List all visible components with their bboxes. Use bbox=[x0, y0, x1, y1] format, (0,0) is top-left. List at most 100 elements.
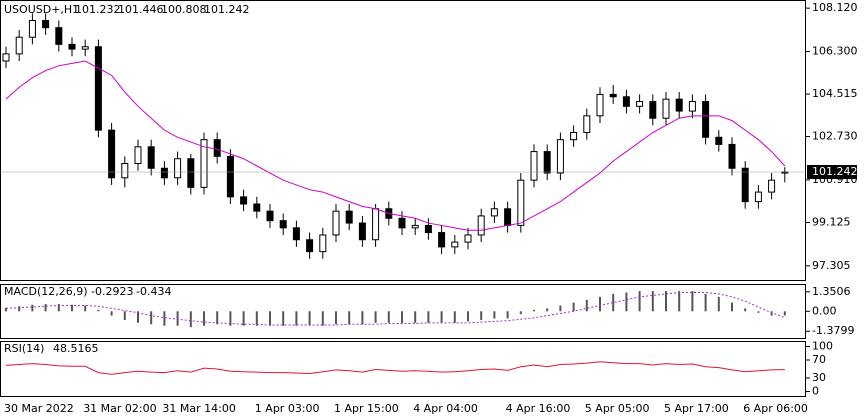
candle-body bbox=[81, 46, 89, 50]
candle-body bbox=[306, 239, 314, 253]
candle-body bbox=[662, 98, 670, 119]
x-tick-label: 6 Apr 06:00 bbox=[743, 402, 808, 415]
candle-body bbox=[213, 139, 221, 157]
x-tick-label: 4 Apr 16:00 bbox=[506, 402, 571, 415]
candle-body bbox=[424, 224, 432, 234]
x-tick-label: 1 Apr 15:00 bbox=[334, 402, 399, 415]
y-tick-label: 0.00 bbox=[812, 304, 837, 317]
moving-average bbox=[5, 60, 786, 231]
candle-body bbox=[728, 143, 736, 169]
y-tick-label: 106.300 bbox=[812, 45, 858, 58]
rsi-pane bbox=[0, 341, 806, 397]
x-tick-label: 5 Apr 05:00 bbox=[585, 402, 650, 415]
candle-body bbox=[622, 96, 630, 107]
candle-body bbox=[649, 101, 657, 119]
candle-body bbox=[292, 227, 300, 241]
candle-body bbox=[768, 179, 776, 193]
candle-body bbox=[570, 132, 578, 141]
candle-body bbox=[754, 191, 762, 203]
candle-body bbox=[253, 203, 261, 212]
candle-body bbox=[108, 129, 116, 179]
candle-body bbox=[543, 151, 551, 174]
candle-body bbox=[358, 222, 366, 241]
candle-body bbox=[266, 210, 274, 222]
candle-body bbox=[240, 196, 248, 205]
y-tick-label: 97.305 bbox=[812, 259, 851, 272]
candle-body bbox=[28, 20, 36, 38]
price-tag bbox=[807, 165, 857, 180]
low-value: 100.808 bbox=[161, 3, 207, 16]
candle-body bbox=[530, 151, 538, 181]
x-tick-label: 5 Apr 17:00 bbox=[664, 402, 729, 415]
rsi-value: 48.5165 bbox=[53, 342, 99, 355]
close-value: 101.242 bbox=[204, 3, 250, 16]
y-tick-label: 30 bbox=[812, 371, 826, 384]
header: USOUSD+,H1 101.232 101.446 100.808 101.2… bbox=[4, 3, 250, 355]
candle-body bbox=[517, 179, 525, 226]
macd-pane bbox=[0, 284, 806, 339]
candle-body bbox=[2, 53, 10, 62]
y-tick-label: 100 bbox=[812, 340, 833, 353]
candle-body bbox=[398, 217, 406, 229]
candle-body bbox=[94, 46, 102, 131]
candle-body bbox=[741, 167, 749, 203]
candle-body bbox=[15, 36, 23, 55]
candle-body bbox=[200, 139, 208, 188]
candle-body bbox=[636, 101, 644, 107]
y-tick-label: 1.3506 bbox=[812, 285, 851, 298]
candle-body bbox=[688, 101, 696, 112]
candle-body bbox=[55, 27, 63, 45]
y-tick-label: 108.120 bbox=[812, 1, 858, 14]
candle-body bbox=[477, 215, 485, 236]
x-tick-label: 31 Mar 02:00 bbox=[83, 402, 156, 415]
candle-body bbox=[68, 43, 76, 50]
candle-body bbox=[187, 158, 195, 188]
candle-body bbox=[345, 210, 353, 224]
candle-body bbox=[609, 93, 617, 98]
candle-body bbox=[451, 241, 459, 248]
price-tag-label: 101.242 bbox=[812, 165, 858, 178]
y-tick-label: 104.515 bbox=[812, 87, 858, 100]
open-value: 101.232 bbox=[75, 3, 121, 16]
candle-body bbox=[438, 232, 446, 248]
macd-title: MACD(12,26,9) bbox=[4, 285, 88, 298]
rsi-line bbox=[5, 361, 785, 375]
macd-signal bbox=[5, 292, 785, 326]
y-tick-label: 70 bbox=[812, 353, 826, 366]
y-tick-label: 102.730 bbox=[812, 130, 858, 143]
high-value: 101.446 bbox=[118, 3, 164, 16]
x-tick-label: 30 Mar 2022 bbox=[4, 402, 74, 415]
symbol: USOUSD+,H1 bbox=[4, 3, 79, 16]
y-tick-label: 99.125 bbox=[812, 215, 851, 228]
rsi-title: RSI(14) bbox=[4, 342, 44, 355]
candle-body bbox=[556, 139, 564, 174]
y-tick-label: -1.3799 bbox=[812, 324, 854, 337]
macd-main-value: -0.2923 bbox=[91, 285, 133, 298]
candle-body bbox=[42, 20, 50, 29]
candle-body bbox=[702, 101, 710, 138]
price-pane bbox=[0, 0, 806, 281]
candle-body bbox=[372, 208, 380, 241]
x-tick-label: 31 Mar 14:00 bbox=[162, 402, 235, 415]
y-tick-label: 0 bbox=[812, 385, 819, 398]
candle-body bbox=[583, 115, 591, 134]
candle-body bbox=[279, 220, 287, 229]
candle-body bbox=[715, 136, 723, 145]
candle-body bbox=[504, 208, 512, 226]
candle-body bbox=[160, 167, 168, 179]
candle-body bbox=[411, 224, 419, 229]
candle-body bbox=[147, 146, 155, 169]
candle-body bbox=[174, 158, 182, 179]
x-tick-label: 1 Apr 03:00 bbox=[255, 402, 320, 415]
candle-body bbox=[490, 208, 498, 217]
candle-body bbox=[319, 234, 327, 253]
x-tick-label: 4 Apr 04:00 bbox=[413, 402, 478, 415]
macd-signal-value: -0.434 bbox=[136, 285, 171, 298]
candle-body bbox=[121, 162, 129, 179]
candle-body bbox=[332, 210, 340, 236]
candle-body bbox=[596, 93, 604, 117]
candle-body bbox=[134, 146, 142, 164]
candle-body bbox=[226, 155, 234, 198]
